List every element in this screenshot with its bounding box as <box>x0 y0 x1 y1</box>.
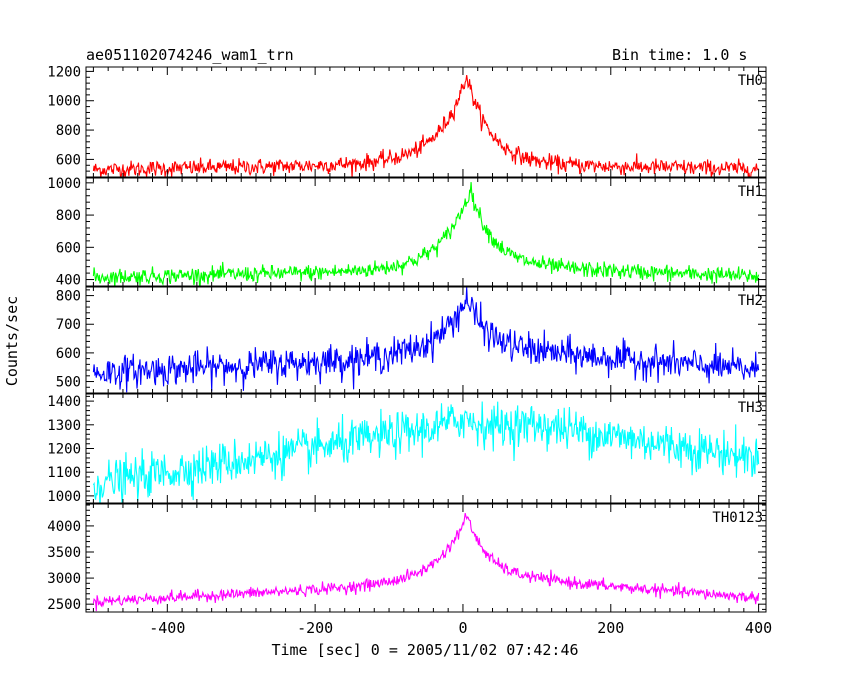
x-tick-label: 200 <box>597 619 624 637</box>
panel-label-th0123: TH0123 <box>712 510 763 526</box>
y-tick-label: 1100 <box>47 465 81 481</box>
panel-th2: 500 600 700 800 TH2 <box>56 286 767 394</box>
y-tick-label: 3000 <box>47 571 81 587</box>
y-tick-label: 1300 <box>47 418 81 434</box>
panel-label-th0: TH0 <box>738 73 763 89</box>
panel-th0123: 2500 3000 3500 4000 TH0123 <box>47 503 767 613</box>
y-tick-label: 3500 <box>47 545 81 561</box>
panel-th1: 400 600 800 1000 TH1 <box>47 176 767 289</box>
x-axis-label: Time [sec] 0 = 2005/11/02 07:42:46 <box>271 641 578 659</box>
series-line-th1 <box>92 182 760 286</box>
series-line-th3 <box>92 401 760 503</box>
y-tick-label: 1000 <box>47 489 81 505</box>
y-axis-label: Counts/sec <box>3 296 21 386</box>
y-tick-label: 1200 <box>47 64 81 80</box>
x-tick-label: 400 <box>745 619 772 637</box>
panel-label-th1: TH1 <box>738 184 763 200</box>
panel-frame <box>85 177 767 287</box>
y-tick-label: 1400 <box>47 394 81 410</box>
y-tick-label: 1000 <box>47 176 81 192</box>
y-tick-label: 600 <box>56 152 81 168</box>
panel-label-th2: TH2 <box>738 293 763 309</box>
y-tick-label: 800 <box>56 123 81 139</box>
panel-label-th3: TH3 <box>738 400 763 416</box>
panel-frame <box>85 503 767 613</box>
series-line-th0123 <box>92 512 760 612</box>
series-line-th0 <box>92 75 759 177</box>
panel-th3: 1000 1100 1200 1300 1400 TH3 <box>47 393 767 505</box>
series-line-th2 <box>92 287 760 393</box>
bin-time-label: Bin time: 1.0 s <box>612 46 748 64</box>
x-tick-label: -400 <box>149 619 185 637</box>
y-tick-label: 4000 <box>47 519 81 535</box>
x-tick-label: 0 <box>458 619 467 637</box>
y-tick-label: 800 <box>56 208 81 224</box>
y-tick-label: 800 <box>56 289 81 305</box>
plot-layer: 600 800 1000 1200 TH0 400 600 800 1000 TH1 500 600 7… <box>47 64 772 637</box>
y-tick-label: 1000 <box>47 94 81 110</box>
panel-frame <box>85 66 767 178</box>
x-tick-label: -200 <box>297 619 333 637</box>
chart-title: ae051102074246_wam1_trn <box>86 46 294 64</box>
panel-frame <box>85 286 767 394</box>
y-tick-label: 1200 <box>47 442 81 458</box>
panel-th0: 600 800 1000 1200 TH0 <box>47 64 767 178</box>
y-tick-label: 700 <box>56 317 81 333</box>
y-tick-label: 2500 <box>47 597 81 613</box>
y-tick-label: 600 <box>56 346 81 362</box>
y-tick-label: 500 <box>56 375 81 391</box>
y-tick-label: 400 <box>56 273 81 289</box>
y-tick-label: 600 <box>56 240 81 256</box>
